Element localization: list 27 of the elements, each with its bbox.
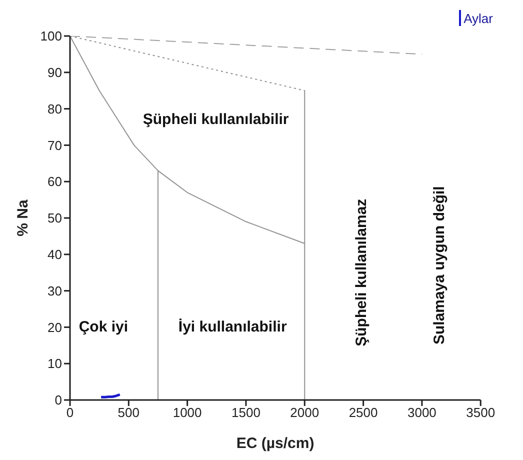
x-tick-label: 2000 — [290, 405, 320, 420]
annotation: İyi kullanılabilir — [178, 318, 287, 336]
x-tick-label: 2500 — [348, 405, 378, 420]
x-tick-label: 0 — [66, 405, 74, 420]
y-tick-label: 0 — [54, 392, 62, 408]
x-axis-title: EC (µs/cm) — [236, 435, 314, 452]
annotation: Şüpheli kullanılabilir — [142, 111, 289, 128]
y-tick-label: 30 — [48, 283, 62, 298]
y-tick-label: 100 — [40, 28, 62, 44]
y-tick-label: 20 — [48, 320, 62, 335]
x-tick-label: 500 — [118, 405, 140, 420]
x-tick-label: 3500 — [466, 405, 496, 420]
annotation: Sulamaya uygun değil — [431, 186, 448, 345]
y-axis-title: % Na — [14, 199, 32, 236]
y-tick-label: 60 — [48, 174, 62, 190]
legend-label: Aylar — [464, 10, 493, 26]
y-tick-label: 50 — [48, 210, 62, 226]
annotation: Şüpheli kullanılamaz — [353, 198, 370, 346]
annotation: Çok iyi — [78, 318, 128, 336]
x-tick-label: 3000 — [407, 405, 436, 420]
x-tick-label: 1000 — [172, 405, 202, 420]
y-tick-label: 10 — [48, 356, 62, 372]
y-tick-label: 70 — [48, 138, 62, 153]
y-tick-label: 80 — [48, 101, 62, 116]
x-tick-label: 1500 — [232, 405, 260, 420]
y-tick-label: 90 — [48, 65, 62, 80]
y-tick-label: 40 — [48, 247, 62, 262]
